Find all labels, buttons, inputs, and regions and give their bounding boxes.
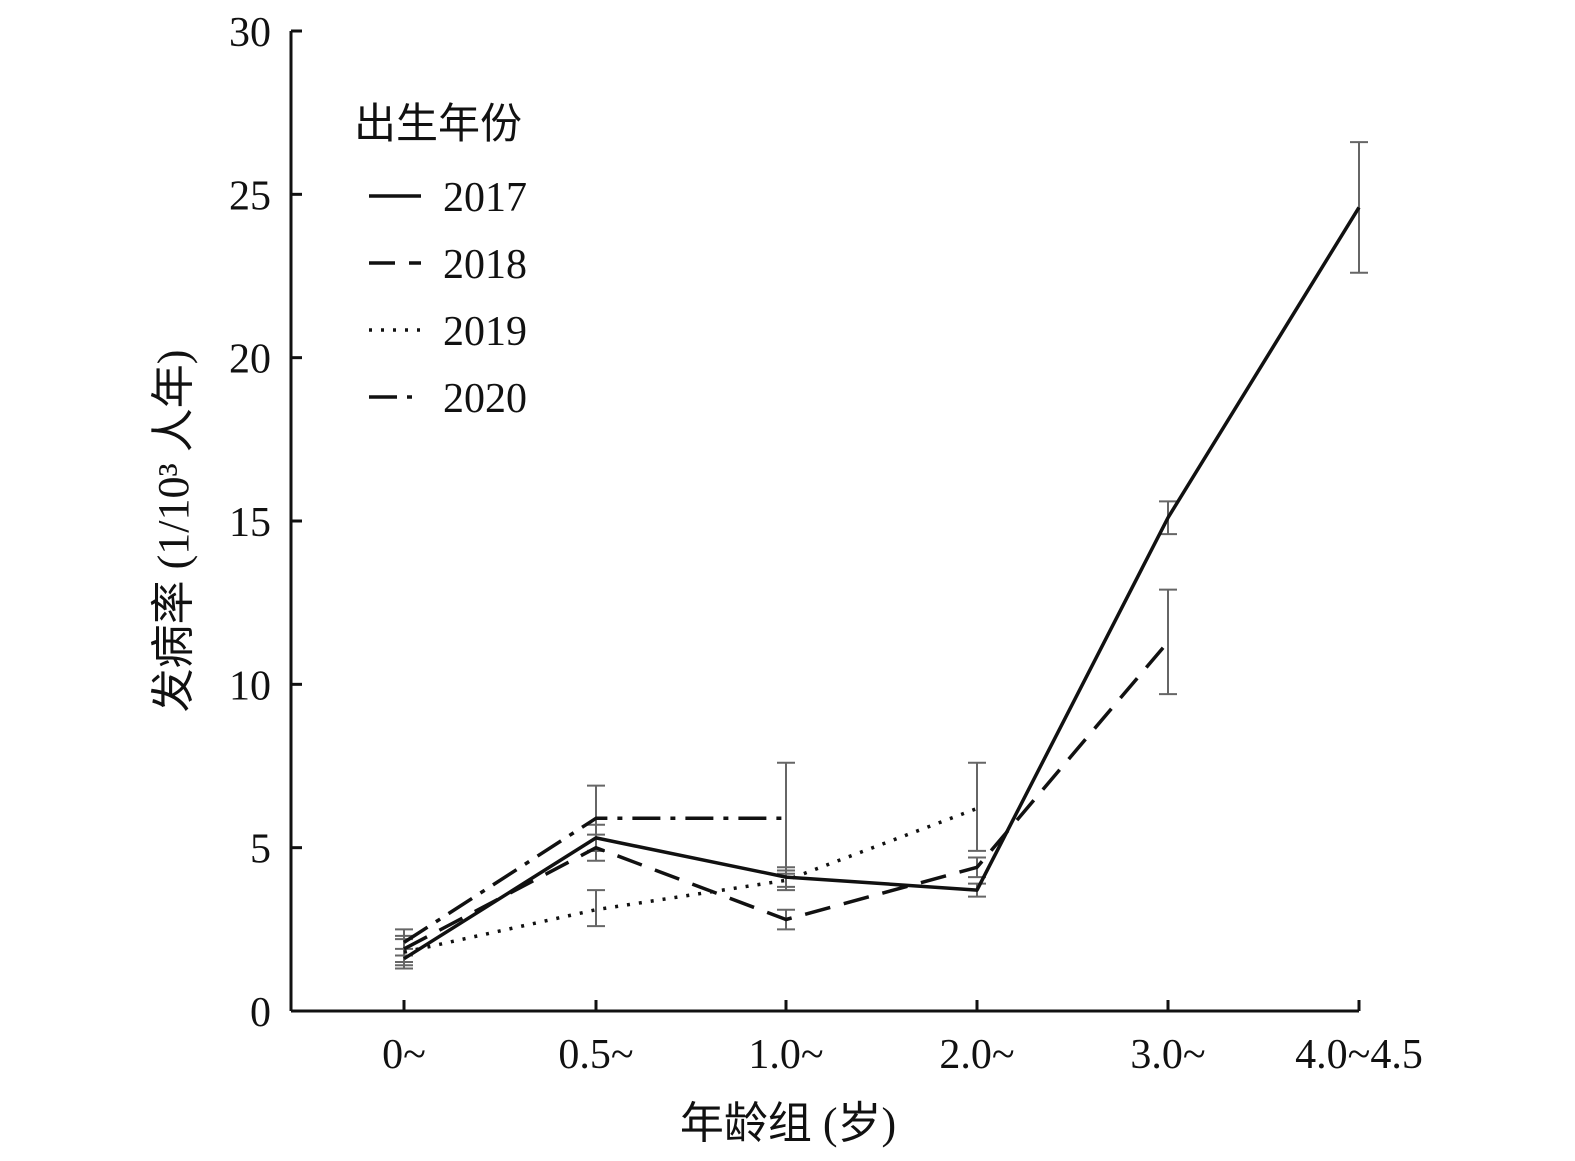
legend-label-2020: 2020: [443, 376, 527, 422]
x-tick-label: 3.0~: [1130, 1032, 1205, 1078]
legend: 出生年份 2017 2018 2019 2020: [354, 101, 527, 422]
series-line-2019: [403, 806, 978, 954]
x-tick-label: 0.5~: [558, 1032, 633, 1078]
x-axis: 0~ 0.5~ 1.0~ 2.0~ 3.0~ 4.0~4.5: [291, 1000, 1423, 1078]
y-tick-label: 25: [229, 173, 271, 219]
series-line-2020: [403, 816, 786, 944]
y-tick-label: 10: [229, 663, 271, 709]
x-tick-label: 2.0~: [939, 1032, 1014, 1078]
y-tick-label: 30: [229, 10, 271, 56]
legend-label-2017: 2017: [443, 175, 527, 221]
series-line-2017: [403, 206, 1361, 961]
y-axis-title: 发病率 (1/10³ 人年): [149, 350, 198, 713]
x-tick-label: 1.0~: [748, 1032, 823, 1078]
x-axis-title: 年龄组 (岁): [680, 1099, 896, 1148]
series-line-2018: [403, 640, 1170, 951]
legend-label-2019: 2019: [443, 309, 527, 355]
series-lines: [403, 206, 1361, 961]
error-bars: [395, 141, 1368, 970]
y-axis: 0 5 10 15 20 25 30: [229, 10, 302, 1036]
x-tick-label: 0~: [382, 1032, 426, 1078]
y-tick-label: 5: [250, 827, 271, 873]
x-tick-label: 4.0~4.5: [1295, 1032, 1423, 1078]
y-tick-label: 20: [229, 337, 271, 383]
y-tick-label: 0: [250, 990, 271, 1036]
legend-title: 出生年份: [354, 101, 522, 148]
y-tick-label: 15: [229, 500, 271, 546]
legend-label-2018: 2018: [443, 242, 527, 288]
